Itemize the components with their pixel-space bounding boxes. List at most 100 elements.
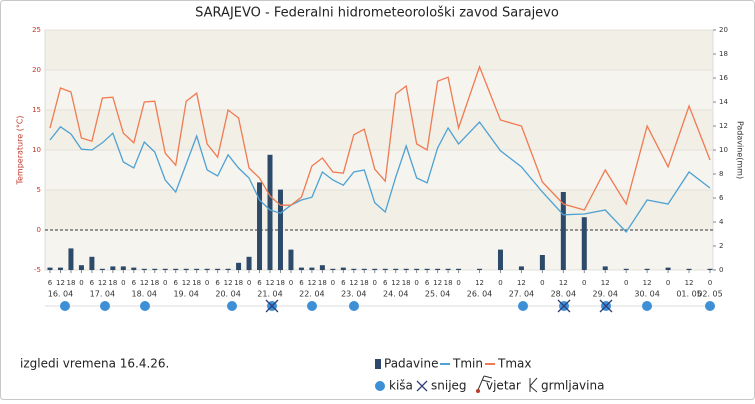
x-tick-label: 12 [182, 279, 191, 287]
y2-axis-title: Padavine(mm) [736, 121, 745, 179]
bar [89, 256, 95, 270]
legend-symbol-label: kiša [389, 379, 413, 393]
bar [298, 267, 304, 270]
bar [445, 268, 451, 270]
bar [288, 249, 294, 270]
band [45, 150, 713, 190]
legend-symbol-label: grmljavina [541, 379, 604, 393]
date-label: 02. 05 [697, 290, 722, 299]
snow-icon [557, 299, 571, 313]
bar [246, 256, 252, 270]
x-tick-label: 6 [383, 279, 388, 287]
rain-icon [140, 301, 150, 311]
rain-icon [349, 301, 359, 311]
bar [110, 266, 116, 270]
x-tick-label: 12 [224, 279, 233, 287]
bar [215, 268, 221, 270]
x-tick-label: 6 [341, 279, 346, 287]
x-tick-label: 0 [666, 279, 670, 287]
bar [665, 267, 671, 270]
y2-tick-label: 16 [719, 74, 728, 82]
y2-tick-label: 0 [719, 266, 723, 274]
x-tick-label: 6 [90, 279, 95, 287]
y2-tick-label: 4 [719, 218, 724, 226]
x-tick-label: 0 [708, 279, 712, 287]
y-tick-label: 25 [32, 26, 41, 34]
x-tick-label: 12 [56, 279, 65, 287]
x-tick-label: 18 [318, 279, 327, 287]
bar [361, 268, 367, 270]
date-label: 22. 04 [299, 290, 324, 299]
date-label: 26. 04 [467, 290, 492, 299]
bar [183, 268, 189, 270]
x-tick-label: 18 [234, 279, 243, 287]
x-tick-label: 6 [215, 279, 220, 287]
y2-tick-label: 18 [719, 50, 728, 58]
x-tick-label: 0 [331, 279, 335, 287]
bar [162, 268, 168, 270]
x-tick-label: 12 [307, 279, 316, 287]
x-tick-label: 12 [349, 279, 358, 287]
bar [257, 182, 263, 270]
x-tick-label: 0 [624, 279, 628, 287]
x-tick-label: 12 [643, 279, 652, 287]
bar [456, 268, 462, 270]
bar [414, 268, 420, 270]
x-tick-label: 6 [48, 279, 53, 287]
x-tick-label: 6 [425, 279, 430, 287]
bar [120, 266, 126, 270]
chart-title: SARAJEVO - Federalni hidrometeorološki z… [195, 6, 559, 21]
bar [581, 217, 587, 270]
x-tick-label: 0 [163, 279, 167, 287]
x-tick-label: 12 [685, 279, 694, 287]
bar [477, 268, 483, 270]
x-tick-label: 18 [402, 279, 411, 287]
rain-icon [307, 301, 317, 311]
y-axis-title: Temperature (°C) [16, 115, 25, 185]
bar [277, 189, 283, 270]
date-label: 28. 04 [551, 290, 576, 299]
band [45, 30, 713, 70]
rain-icon [375, 381, 385, 391]
x-tick-label: 12 [601, 279, 610, 287]
y2-tick-label: 6 [719, 194, 724, 202]
bar [99, 268, 105, 270]
date-label: 27. 04 [509, 290, 534, 299]
legend-symbol-label: snijeg [431, 379, 467, 393]
date-label: 24. 04 [383, 290, 408, 299]
bar [309, 267, 315, 270]
y2-tick-label: 2 [719, 242, 723, 250]
y-tick-label: 5 [37, 186, 41, 194]
bar [340, 267, 346, 270]
x-tick-label: 18 [192, 279, 201, 287]
rain-icon [60, 301, 70, 311]
date-label: 17. 04 [90, 290, 115, 299]
x-tick-label: 0 [79, 279, 83, 287]
legend-swatch [375, 359, 381, 369]
wind-icon [477, 375, 493, 391]
symbol-legend: kiša snijeg vjetar grmljavina [375, 375, 604, 393]
x-tick-label: 6 [173, 279, 178, 287]
x-tick-label: 0 [121, 279, 125, 287]
bar [518, 266, 524, 270]
bar [602, 266, 608, 270]
y-tick-label: -5 [34, 266, 41, 274]
bar [236, 262, 242, 270]
date-label: 21. 04 [257, 290, 282, 299]
thunder-icon [529, 377, 538, 393]
bar [686, 268, 692, 270]
bar [393, 268, 399, 270]
bar [141, 268, 147, 270]
x-tick-label: 12 [517, 279, 526, 287]
date-label: 20. 04 [215, 290, 240, 299]
x-tick-label: 12 [433, 279, 442, 287]
date-label: 01. 05 [676, 290, 701, 299]
x-tick-label: 12 [475, 279, 484, 287]
legend-label: Tmin [452, 357, 483, 371]
x-tick-label: 18 [150, 279, 159, 287]
x-tick-label: 12 [559, 279, 568, 287]
band [45, 110, 713, 150]
bar [560, 192, 566, 270]
bar [204, 268, 210, 270]
x-tick-label: 12 [266, 279, 275, 287]
